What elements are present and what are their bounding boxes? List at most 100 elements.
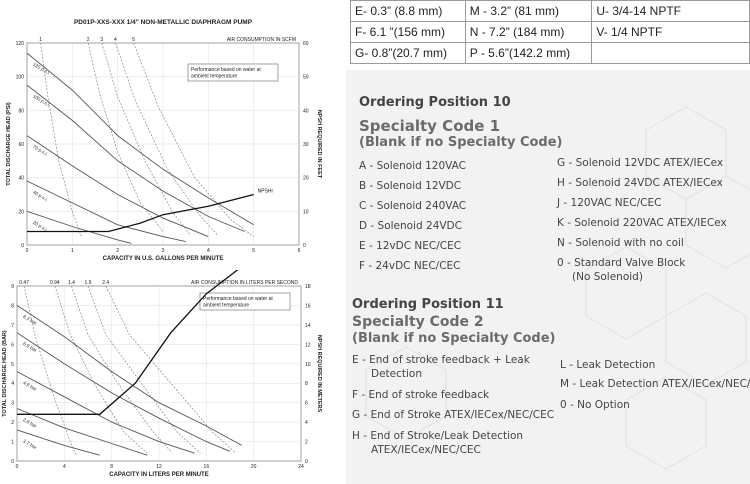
table-cell: G- 0.8”(20.7 mm) xyxy=(350,42,466,64)
y-axis-label: TOTAL DISCHARGE HEAD (BAR) xyxy=(2,330,8,417)
top-tick-label: 1.4 xyxy=(68,280,75,286)
table-row: F- 6.1 ”(156 mm) N - 7.2” (184 mm) V- 1/… xyxy=(350,21,750,43)
y-tick-label: 40 xyxy=(18,176,24,182)
x-tick-label: 6 xyxy=(298,248,301,254)
y-tick-label: 8 xyxy=(11,303,14,309)
y2-tick-label: 10 xyxy=(303,209,309,215)
y2-tick-label: 0 xyxy=(305,459,308,465)
air-consumption-curve xyxy=(105,285,237,454)
option-item: G - End of Stroke ATEX/IECex/NEC/CEC xyxy=(352,409,555,421)
pressure-curve xyxy=(16,408,148,456)
x-tick-label: 4 xyxy=(207,248,210,254)
pressure-curve xyxy=(26,135,209,238)
option-item: 0 - Standard Valve Block xyxy=(557,257,686,269)
position10-heading: Ordering Position 10 xyxy=(359,95,511,110)
gpm-performance-chart: PD01P-XXS-XXX 1/4" NON-METALLIC DIAPHRAG… xyxy=(6,19,322,262)
pressure-curve xyxy=(16,429,100,456)
air-consumption-curve xyxy=(23,285,77,456)
air-consumption-curve xyxy=(133,42,254,237)
x-tick-label: 8 xyxy=(110,464,113,470)
option-item: F - End of stroke feedback xyxy=(352,389,490,401)
y-tick-label: 3 xyxy=(11,401,14,407)
x-axis-label: CAPACITY IN U.S. GALLONS PER MINUTE xyxy=(103,256,224,262)
x-tick-label: 0 xyxy=(16,464,19,470)
chart-title: PD01P-XXS-XXX 1/4" NON-METALLIC DIAPHRAG… xyxy=(74,19,253,26)
x-axis-label: CAPACITY IN LITERS PER MINUTE xyxy=(109,472,208,478)
option-item: 0 - No Option xyxy=(560,399,630,411)
note-text: ambient temperature xyxy=(191,74,237,80)
air-consumption-curve xyxy=(87,42,164,232)
table-cell: P - 5.6”(142.2 mm) xyxy=(464,42,593,64)
option-item: F - 24vDC NEC/CEC xyxy=(359,260,461,272)
pressure-curve xyxy=(16,371,195,454)
pressure-curve xyxy=(26,52,254,226)
top-tick-label: 1 xyxy=(39,37,42,43)
top-tick-label: 0.47 xyxy=(19,280,29,286)
option-item: E - 12vDC NEC/CEC xyxy=(359,240,462,252)
y-tick-label: 120 xyxy=(16,41,25,47)
x-tick-label: 1 xyxy=(71,248,74,254)
table-cell: F- 6.1 ”(156 mm) xyxy=(350,21,466,43)
y2-tick-label: 50 xyxy=(303,75,309,81)
y2-tick-label: 12 xyxy=(305,342,311,348)
y-tick-label: 9 xyxy=(11,284,14,290)
table-row: E- 0.3” (8.8 mm) M - 3.2” (81 mm) U- 3/4… xyxy=(350,0,750,22)
npsh-curve xyxy=(27,193,254,233)
x-tick-label: 4 xyxy=(63,464,66,470)
table-cell: M - 3.2” (81 mm) xyxy=(464,0,593,22)
y2-tick-label: 2 xyxy=(305,440,308,446)
pressure-curve xyxy=(26,180,186,243)
y-tick-label: 80 xyxy=(18,108,24,114)
y2-tick-label: 4 xyxy=(305,420,308,426)
note-text: ambient temperature xyxy=(203,303,249,309)
y2-tick-label: 18 xyxy=(305,284,311,290)
x-tick-label: 20 xyxy=(251,464,257,470)
npsh-label: NPSHr xyxy=(258,189,274,195)
y-tick-label: 20 xyxy=(18,209,24,215)
top-tick-label: 5 xyxy=(132,37,135,43)
option-item: H - End of Stroke/Leak Detection xyxy=(352,430,524,442)
top-tick-label: 0.94 xyxy=(50,280,60,286)
y2-tick-label: 14 xyxy=(305,323,311,329)
air-consumption-curve xyxy=(87,285,201,454)
y-tick-label: 1 xyxy=(11,440,14,446)
y-tick-label: 4 xyxy=(11,381,14,387)
position11-heading: Ordering Position 11 xyxy=(352,297,504,312)
option-item: L - Leak Detection xyxy=(560,359,656,371)
y-tick-label: 6 xyxy=(11,342,14,348)
y-tick-label: 0 xyxy=(21,243,24,249)
option-item: A - Solenoid 120VAC xyxy=(359,160,466,172)
x-tick-label: 16 xyxy=(204,464,210,470)
option-item: C - Solenoid 240VAC xyxy=(359,200,467,212)
top-axis-label: AIR CONSUMPTION IN LITERS PER SECOND xyxy=(191,280,298,286)
table-cell: E- 0.3” (8.8 mm) xyxy=(350,0,466,22)
table-cell: V- 1/4 NPTF xyxy=(591,21,750,43)
y-tick-label: 100 xyxy=(16,75,25,81)
x-tick-label: 3 xyxy=(162,248,165,254)
x-tick-label: 5 xyxy=(252,248,255,254)
top-tick-label: 1.9 xyxy=(85,280,92,286)
y2-tick-label: 10 xyxy=(305,362,311,368)
x-tick-label: 12 xyxy=(156,464,162,470)
option-item: M - Leak Detection ATEX/IECex/NEC/CEC xyxy=(560,378,750,390)
position11-subtitle: (Blank if no Specialty Code) xyxy=(352,331,556,346)
option-item: N - Solenoid with no coil xyxy=(557,237,684,249)
y2-tick-label: 6 xyxy=(305,401,308,407)
y2-tick-label: 0 xyxy=(303,243,306,249)
option-item: B - Solenoid 12VDC xyxy=(359,180,462,192)
table-cell: N - 7.2” (184 mm) xyxy=(464,21,593,43)
table-row: G- 0.8”(20.7 mm) P - 5.6”(142.2 mm) xyxy=(350,42,750,64)
top-tick-label: 2 xyxy=(87,37,90,43)
ordering-options-background xyxy=(346,70,750,484)
hexagon-pattern xyxy=(365,106,750,470)
y2-tick-label: 60 xyxy=(303,41,309,47)
x-tick-label: 24 xyxy=(298,464,304,470)
y-tick-label: 2 xyxy=(11,420,14,426)
npsh-curve xyxy=(17,270,239,415)
y2-tick-label: 20 xyxy=(303,176,309,182)
lpm-performance-chart: AIR CONSUMPTION IN LITERS PER SECOND 0.47… xyxy=(2,270,322,478)
position10-subtitle: (Blank if no Specialty Code) xyxy=(359,135,563,150)
top-tick-label: 2.4 xyxy=(102,280,109,286)
air-consumption-curve xyxy=(54,285,148,454)
dimensions-table: E- 0.3” (8.8 mm) M - 3.2” (81 mm) U- 3/4… xyxy=(350,0,750,64)
